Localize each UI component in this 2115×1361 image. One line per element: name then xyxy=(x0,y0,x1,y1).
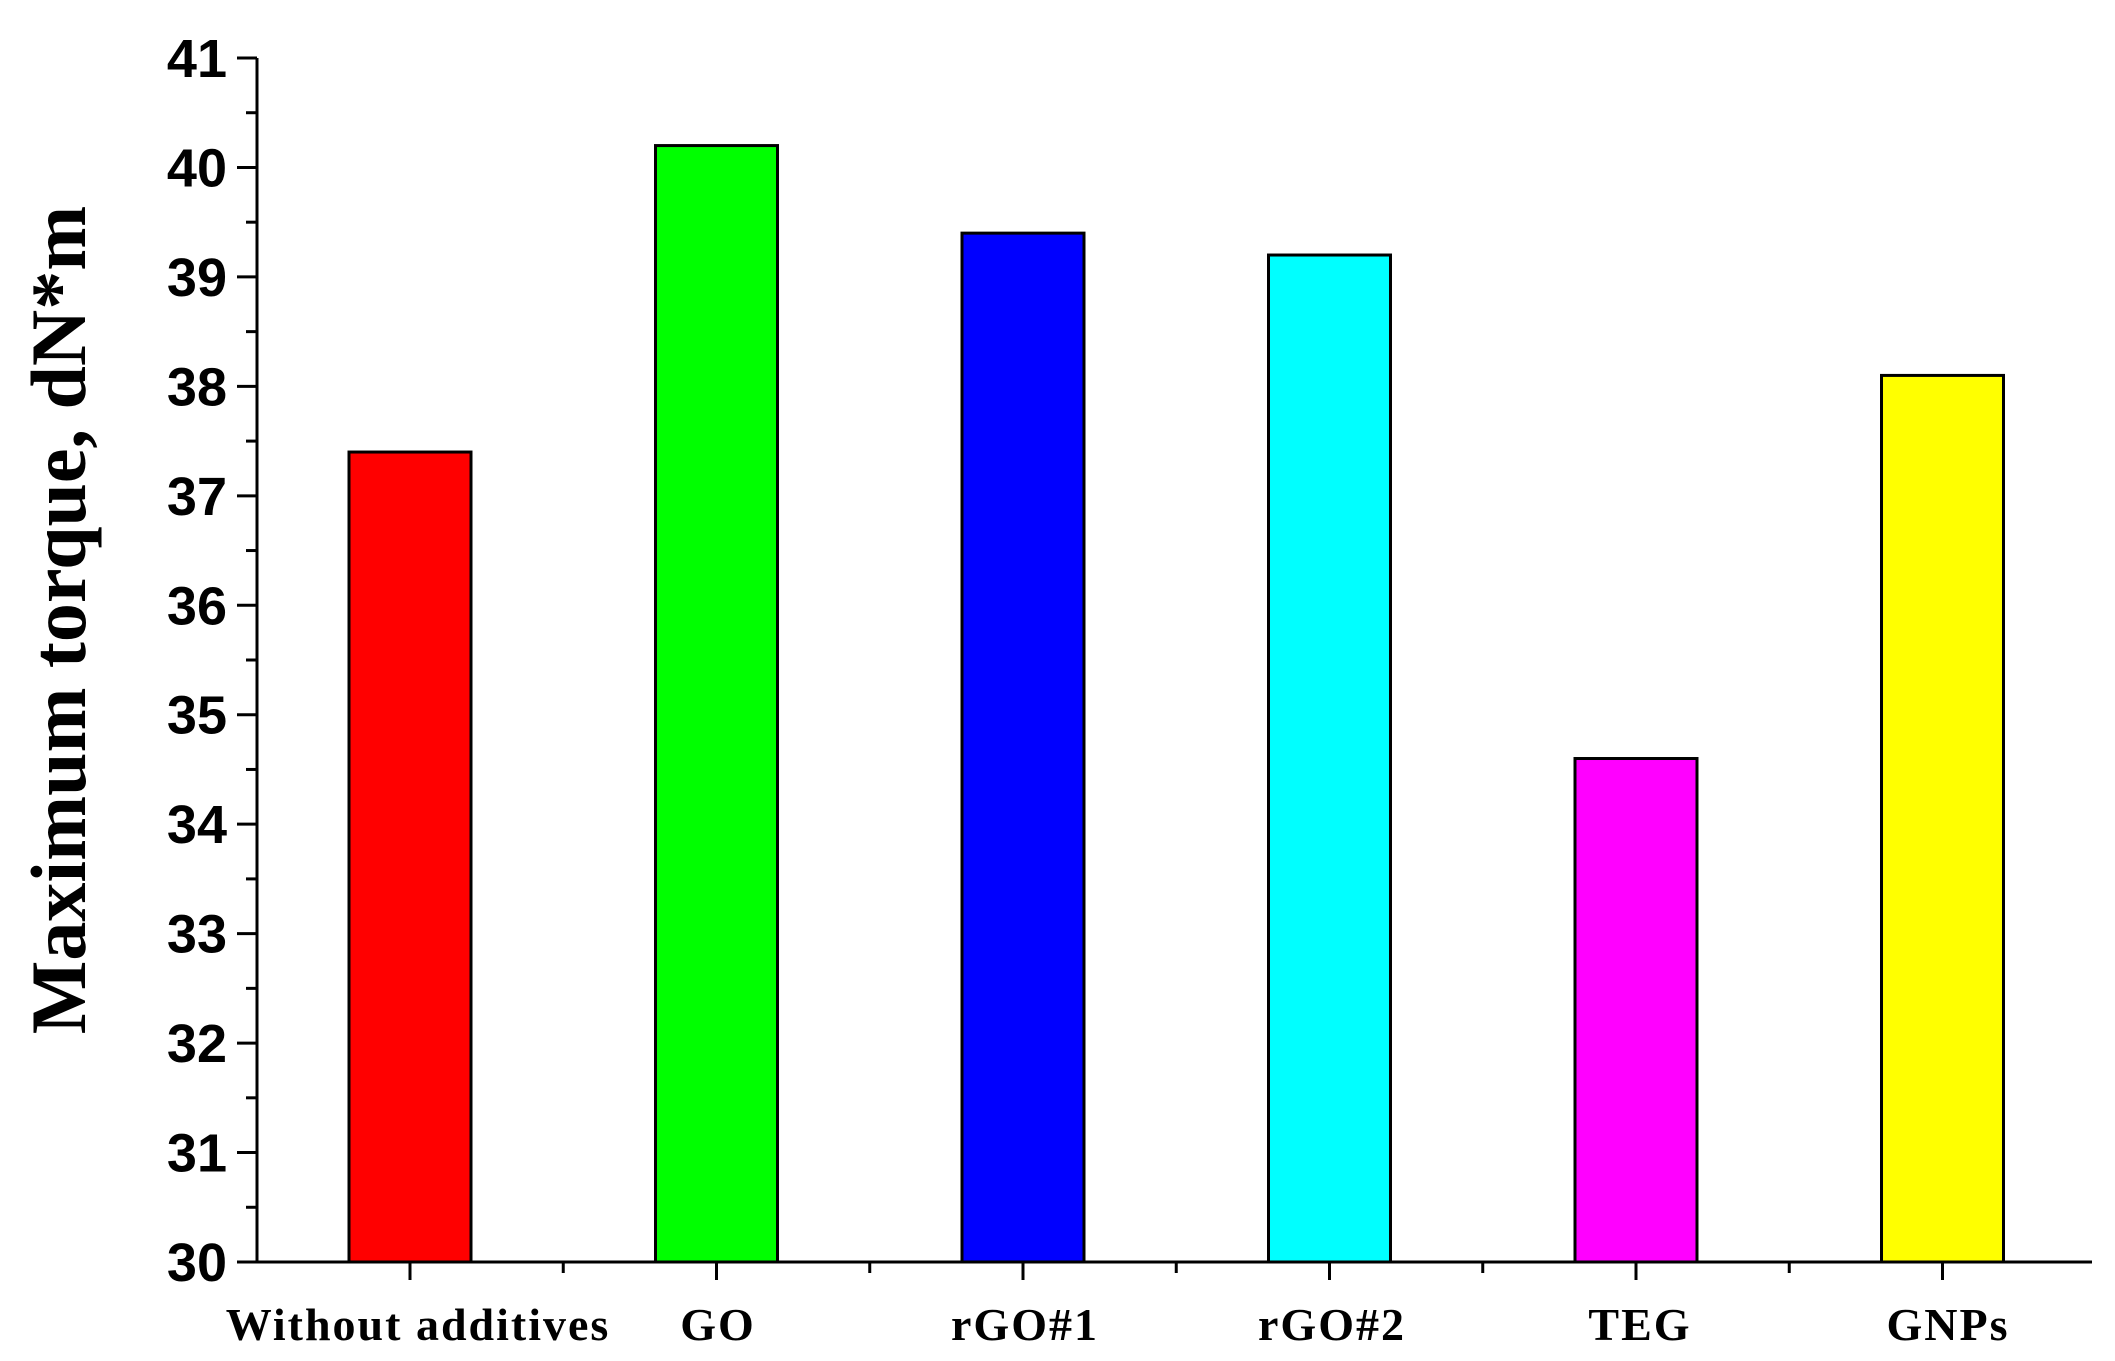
y-tick-label: 36 xyxy=(167,576,227,636)
bars-group xyxy=(347,144,2005,1264)
y-tick-label: 37 xyxy=(167,467,227,527)
y-tick-label: 39 xyxy=(167,248,227,308)
x-category-label: GO xyxy=(680,1299,756,1350)
y-ticks-group: 30 31 32 33 34 35 36 37 38 39 40 41 xyxy=(167,29,257,1293)
y-tick-label: 34 xyxy=(167,795,227,855)
bar-4 xyxy=(1573,757,1699,1264)
y-tick-label: 33 xyxy=(167,905,227,965)
bar-5 xyxy=(1880,373,2005,1264)
bar-2 xyxy=(960,231,1086,1264)
y-tick-label: 40 xyxy=(167,138,227,198)
x-category-label: Without additives xyxy=(226,1299,611,1350)
x-labels-group: Without additives GO rGO#1 rGO#2 TEG GNPs xyxy=(226,1262,2010,1350)
bar-3 xyxy=(1267,253,1392,1264)
y-tick-label: 38 xyxy=(167,357,227,417)
bar-0 xyxy=(347,450,473,1264)
y-tick-label: 30 xyxy=(167,1233,227,1293)
y-tick-label: 41 xyxy=(167,29,227,89)
x-category-label: rGO#1 xyxy=(951,1299,1099,1350)
x-category-label: GNPs xyxy=(1887,1299,2010,1350)
bar-1 xyxy=(654,144,779,1264)
y-tick-label: 32 xyxy=(167,1014,227,1074)
axes-group xyxy=(255,58,2092,1264)
x-category-label: TEG xyxy=(1588,1299,1691,1350)
x-category-label: rGO#2 xyxy=(1258,1299,1406,1350)
y-tick-label: 35 xyxy=(167,686,227,746)
y-tick-label: 31 xyxy=(167,1124,227,1184)
y-axis-title: Maximum torque, dN*m xyxy=(15,206,102,1034)
